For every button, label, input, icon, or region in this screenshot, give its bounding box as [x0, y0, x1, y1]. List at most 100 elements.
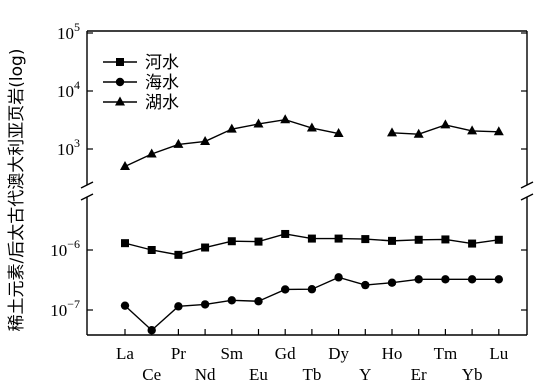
data-point-square	[201, 243, 210, 252]
x-tick-label: Tb	[302, 365, 321, 382]
x-tick-label: Tm	[434, 344, 458, 363]
y-tick-upper-1: 104	[57, 78, 527, 101]
x-tick-Tb: Tb	[302, 329, 321, 382]
data-point-square	[121, 239, 129, 248]
data-point-square	[307, 234, 316, 243]
x-tick-label: Er	[411, 365, 427, 382]
y-axis-label: 稀土元素/后太古代澳大利亚页岩(log)	[7, 49, 27, 332]
x-tick-label: Y	[359, 365, 371, 382]
data-point-triangle	[120, 160, 130, 170]
data-point-triangle	[440, 119, 451, 129]
data-point-triangle	[226, 123, 237, 133]
data-point-triangle	[306, 122, 317, 132]
y-tick-label: 103	[57, 136, 80, 159]
y-tick-lower-0: 10−7	[50, 297, 527, 320]
x-tick-Dy: Dy	[328, 329, 349, 363]
y-tick-label: 105	[57, 20, 80, 43]
y-tick-label: 10−6	[50, 237, 80, 260]
data-point-triangle	[467, 125, 478, 135]
data-point-square	[116, 58, 124, 66]
x-tick-label: Nd	[195, 365, 216, 382]
x-tick-label: Ce	[142, 365, 161, 382]
axis-break-marks	[80, 181, 534, 201]
data-point-triangle	[253, 118, 264, 128]
x-tick-label: Eu	[249, 365, 268, 382]
x-tick-label: La	[116, 344, 134, 363]
y-tick-lower-1: 10−6	[50, 237, 527, 260]
x-tick-label: Dy	[328, 344, 349, 363]
data-point-square	[254, 237, 263, 246]
y-tick-upper-2: 105	[57, 20, 527, 43]
x-tick-Gd: Gd	[275, 329, 296, 363]
series-layer	[120, 114, 504, 335]
x-tick-label: Lu	[489, 344, 508, 363]
x-tick-Sm: Sm	[220, 329, 243, 363]
legend-label: 湖水	[145, 93, 179, 113]
x-tick-Tm: Tm	[434, 329, 458, 363]
data-point-circle	[227, 296, 236, 305]
x-tick-Ce: Ce	[142, 329, 161, 382]
data-point-circle	[174, 302, 183, 311]
data-point-circle	[494, 275, 503, 284]
axis-break-mark-right-2	[520, 193, 534, 201]
x-tick-Eu: Eu	[249, 329, 268, 382]
data-point-triangle	[173, 138, 184, 148]
x-tick-Ho: Ho	[382, 329, 403, 363]
plot-frame	[86, 30, 528, 336]
data-point-circle	[120, 301, 130, 310]
data-point-circle	[387, 278, 397, 287]
data-point-triangle	[413, 128, 424, 138]
x-tick-Yb: Yb	[462, 329, 482, 382]
data-point-triangle	[333, 128, 344, 138]
data-point-triangle	[200, 135, 211, 145]
legend-entry-square: 河水	[103, 53, 179, 73]
series-square	[121, 229, 503, 259]
x-tick-Pr: Pr	[171, 329, 186, 363]
x-tick-Lu: Lu	[489, 329, 509, 363]
series-triangle	[120, 114, 504, 170]
data-point-square	[388, 236, 396, 245]
data-point-square	[281, 229, 290, 238]
legend-label: 河水	[145, 53, 179, 73]
legend-entry-circle: 海水	[103, 73, 179, 93]
y-axis-ticks: 103 104 105 10−7 10−6	[50, 20, 527, 320]
axis-break-mark-left-2	[80, 193, 94, 201]
x-tick-label: Pr	[171, 344, 186, 363]
data-point-circle	[467, 275, 477, 284]
y-tick-label: 10−7	[50, 297, 80, 320]
x-tick-label: Sm	[220, 344, 243, 363]
legend-label: 海水	[145, 73, 179, 93]
data-point-square	[441, 235, 450, 244]
x-tick-La: La	[116, 329, 134, 363]
data-point-square	[494, 235, 503, 244]
x-tick-Er: Er	[411, 329, 427, 382]
data-point-circle	[361, 280, 370, 290]
data-point-square	[468, 239, 477, 248]
data-point-triangle	[387, 127, 397, 137]
data-point-square	[334, 234, 343, 243]
axis-break-mark-left-1	[80, 181, 94, 189]
x-tick-label: Gd	[275, 344, 296, 363]
data-point-circle	[147, 326, 156, 335]
y-tick-label: 104	[57, 78, 80, 101]
legend-entry-triangle: 湖水	[103, 93, 179, 113]
data-point-circle	[307, 285, 317, 294]
y-tick-upper-0: 103	[57, 136, 527, 159]
data-point-triangle	[493, 126, 504, 136]
data-point-square	[147, 246, 156, 254]
data-point-circle	[414, 275, 423, 284]
data-point-triangle	[280, 114, 291, 124]
data-point-triangle	[146, 148, 157, 158]
data-point-square	[174, 250, 183, 259]
data-point-circle	[281, 285, 290, 294]
axis-break-mark-right-1	[520, 181, 534, 189]
data-point-circle	[115, 77, 125, 87]
data-point-circle	[334, 273, 343, 282]
data-point-circle	[254, 297, 263, 306]
data-point-square	[414, 235, 423, 244]
data-point-circle	[441, 275, 450, 284]
x-tick-label: Ho	[382, 344, 403, 363]
